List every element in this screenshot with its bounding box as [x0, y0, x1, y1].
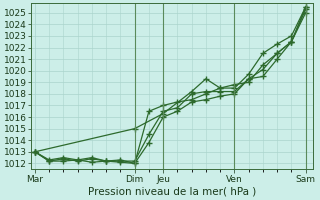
X-axis label: Pression niveau de la mer( hPa ): Pression niveau de la mer( hPa ) [88, 187, 256, 197]
